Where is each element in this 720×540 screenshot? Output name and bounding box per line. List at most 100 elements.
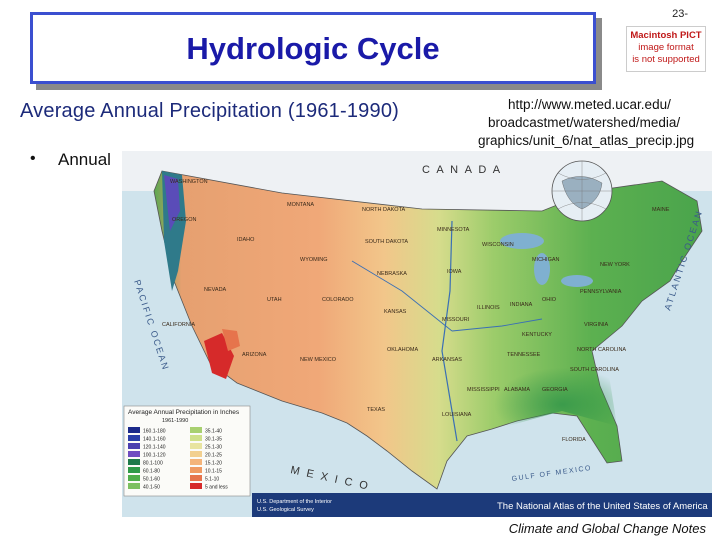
state-label: NEW MEXICO <box>300 357 337 363</box>
legend-swatch <box>128 483 140 489</box>
state-label: OKLAHOMA <box>387 347 419 353</box>
state-label: ALABAMA <box>504 387 530 393</box>
legend-label: 25.1-30 <box>205 445 222 451</box>
footer-notes: Climate and Global Change Notes <box>508 521 706 536</box>
slide-subtitle: Average Annual Precipitation (1961-1990) <box>20 100 399 122</box>
state-label: TEXAS <box>367 407 385 413</box>
legend-swatch <box>128 459 140 465</box>
state-label: ARKANSAS <box>432 357 462 363</box>
state-label: NEW YORK <box>600 262 630 268</box>
state-label: MAINE <box>652 207 670 213</box>
source-url-line-3: graphics/unit_6/nat_atlas_precip.jpg <box>478 133 695 148</box>
legend-label: 20.1-25 <box>205 453 222 459</box>
state-label: PENNSYLVANIA <box>580 289 622 295</box>
legend-title: Average Annual Precipitation in Inches <box>128 409 240 416</box>
legend-label: 140.1-160 <box>143 437 166 443</box>
legend-label: 80.1-100 <box>143 461 163 467</box>
legend-swatch <box>128 435 140 441</box>
state-label: VIRGINIA <box>584 322 608 328</box>
legend-swatch <box>190 435 202 441</box>
globe-inset <box>551 160 613 222</box>
state-label: INDIANA <box>510 302 533 308</box>
legend-swatch <box>190 427 202 433</box>
lake-superior <box>500 233 544 249</box>
state-label: OHIO <box>542 297 557 303</box>
state-label: NORTH DAKOTA <box>362 207 406 213</box>
agency-line-1: U.S. Department of the Interior <box>257 499 332 505</box>
legend-items: 160.1-180 140.1-160 120.1-140 100.1-120 80.1… <box>128 427 228 491</box>
agency-line-2: U.S. Geological Survey <box>257 507 314 513</box>
pict-unsupported-placeholder: Macintosh PICT image format is not suppo… <box>626 26 706 72</box>
legend-label: 35.1-40 <box>205 429 222 435</box>
bullet-marker: • <box>30 150 36 167</box>
legend-label: 100.1-120 <box>143 453 166 459</box>
label-canada: C A N A D A <box>422 164 502 176</box>
pict-line-1: Macintosh PICT <box>630 30 702 41</box>
legend-label: 160.1-180 <box>143 429 166 435</box>
southeast-wet-region <box>422 331 617 436</box>
state-label: NEVADA <box>204 287 227 293</box>
legend-label: 60.1-80 <box>143 469 160 475</box>
map-legend: Average Annual Precipitation in Inches 1… <box>123 405 251 497</box>
legend-swatch <box>128 467 140 473</box>
state-label: SOUTH CAROLINA <box>570 367 619 373</box>
slide-title: Hydrologic Cycle <box>186 31 440 66</box>
state-label: NORTH CAROLINA <box>577 347 626 353</box>
legend-swatch <box>190 483 202 489</box>
state-label: SOUTH DAKOTA <box>365 239 408 245</box>
pnw-wettest-zone <box>164 175 180 231</box>
legend-label: 30.1-35 <box>205 437 222 443</box>
legend-label: 5.1-10 <box>205 477 219 483</box>
state-label: IDAHO <box>237 237 255 243</box>
pict-line-3: is not supported <box>632 54 700 65</box>
legend-swatch <box>128 427 140 433</box>
legend-label: 50.1-60 <box>143 477 160 483</box>
state-label: GEORGIA <box>542 387 568 393</box>
source-url-line-1: http://www.meted.ucar.edu/ <box>508 97 671 112</box>
desert-dry-zone <box>222 329 240 351</box>
legend-swatch <box>128 443 140 449</box>
legend-label: 15.1-20 <box>205 461 222 467</box>
mississippi-river <box>441 220 458 442</box>
atlas-title: The National Atlas of the United States … <box>497 501 708 512</box>
state-label: COLORADO <box>322 297 354 303</box>
source-url[interactable]: http://www.meted.ucar.edu/ broadcastmet/… <box>478 96 694 150</box>
legend-swatch <box>190 451 202 457</box>
precipitation-map: C A N A D A PACIFIC OCEAN ATLANTIC OCEAN… <box>122 151 712 517</box>
state-label: KANSAS <box>384 309 407 315</box>
state-label: WYOMING <box>300 257 328 263</box>
state-label: MINNESOTA <box>437 227 470 233</box>
legend-label: 5 and less <box>205 485 228 491</box>
state-label: FLORIDA <box>562 437 586 443</box>
page-number: 23- <box>672 8 688 20</box>
state-label: CALIFORNIA <box>162 322 195 328</box>
legend-label: 40.1-50 <box>143 485 160 491</box>
lake-erie <box>561 275 593 287</box>
state-label: WASHINGTON <box>170 179 208 185</box>
state-label: TENNESSEE <box>507 352 541 358</box>
state-label: OREGON <box>172 217 196 223</box>
lake-michigan <box>534 253 550 285</box>
state-label: NEBRASKA <box>377 271 407 277</box>
state-label: LOUISIANA <box>442 412 472 418</box>
ohio-river <box>451 318 543 332</box>
legend-label: 120.1-140 <box>143 445 166 451</box>
pict-line-2: image format <box>638 42 694 53</box>
legend-swatch <box>190 459 202 465</box>
legend-label: 10.1-15 <box>205 469 222 475</box>
legend-swatch <box>190 467 202 473</box>
missouri-river <box>351 260 453 332</box>
legend-swatch <box>190 475 202 481</box>
source-url-line-2: broadcastmet/watershed/media/ <box>488 115 681 130</box>
state-label: ARIZONA <box>242 352 267 358</box>
legend-swatch <box>128 451 140 457</box>
legend-years: 1961-1990 <box>162 418 188 424</box>
title-box: Hydrologic Cycle <box>30 12 596 84</box>
state-label: IOWA <box>447 269 462 275</box>
state-label: ILLINOIS <box>477 305 500 311</box>
legend-swatch <box>190 443 202 449</box>
legend-swatch <box>128 475 140 481</box>
state-label: KENTUCKY <box>522 332 552 338</box>
state-label: WISCONSIN <box>482 242 514 248</box>
state-label: MONTANA <box>287 202 314 208</box>
